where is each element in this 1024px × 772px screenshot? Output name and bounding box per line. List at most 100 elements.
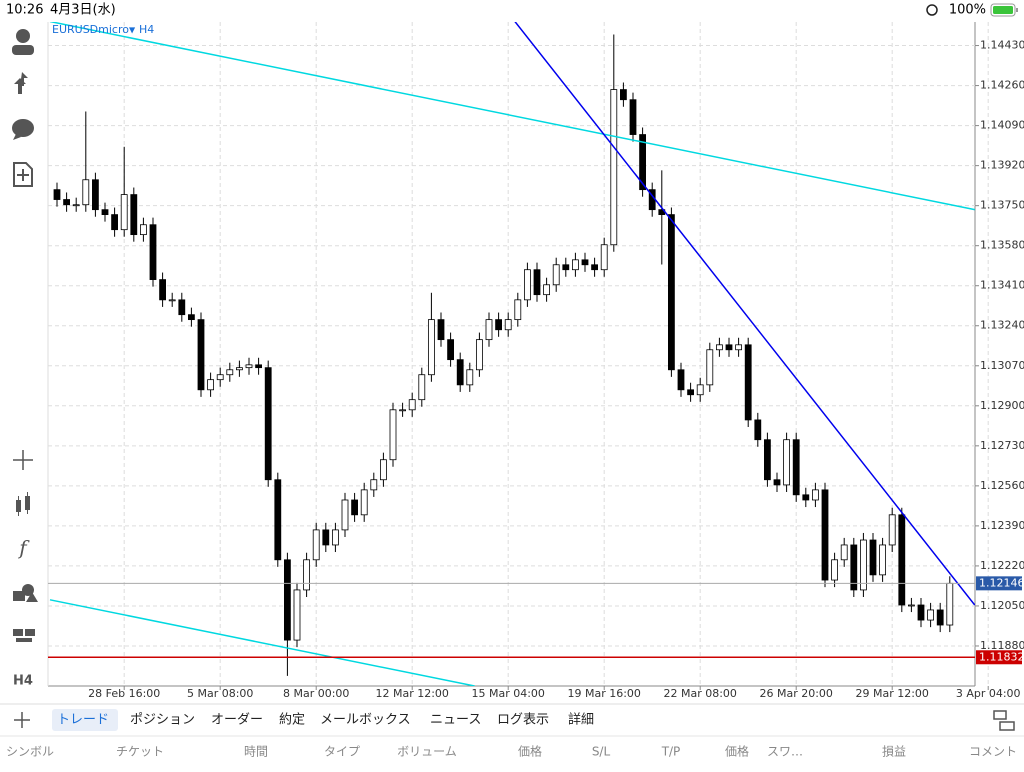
tab[interactable]: オーダー: [211, 713, 263, 728]
chat-icon[interactable]: [12, 119, 34, 140]
y-tick-label: 1.11880: [980, 639, 1024, 652]
table-header: シンボル チケット 時間 タイプ ボリューム 価格 S/L T/P 価格 スワ… 損益 コメント: [6, 744, 1017, 759]
candle-body: [139, 224, 147, 236]
x-tick-label: 19 Mar 16:00: [567, 687, 640, 700]
candle-body: [773, 479, 781, 486]
y-tick-label: 1.12050: [980, 599, 1024, 612]
candle-body: [255, 364, 263, 369]
candle-body: [831, 559, 838, 581]
candle-body: [408, 399, 416, 411]
price-label: 1.12146: [979, 576, 1024, 589]
tab[interactable]: ポジション: [130, 713, 195, 728]
x-tick-label: 22 Mar 08:00: [663, 687, 736, 700]
column-header: シンボル: [6, 745, 54, 759]
column-header: タイプ: [324, 745, 360, 759]
candle-body: [600, 244, 608, 271]
candle-body: [159, 279, 167, 301]
column-header: S/L: [592, 745, 611, 759]
candle-body: [53, 189, 61, 200]
add-button[interactable]: [14, 712, 30, 728]
candle-body: [552, 264, 560, 286]
candle-body: [792, 439, 800, 496]
tab[interactable]: ニュース: [430, 713, 481, 728]
x-tick-label: 8 Mar 00:00: [283, 687, 349, 700]
tab[interactable]: ログ表示: [497, 713, 549, 728]
price-label-bg: [976, 576, 1022, 591]
candle-body: [744, 344, 752, 421]
active-tab-bg: [52, 709, 118, 731]
y-tick-label: 1.13920: [980, 159, 1024, 172]
candle-body: [908, 604, 915, 607]
candle-body: [72, 204, 80, 207]
x-tick-label: 15 Mar 04:00: [471, 687, 544, 700]
y-tick-label: 1.12900: [980, 399, 1024, 412]
chart-symbol[interactable]: EURUSDmicro: [52, 23, 129, 36]
panel-toggle-icon[interactable]: [993, 710, 1015, 731]
column-header: チケット: [116, 745, 164, 759]
candle-body: [764, 439, 771, 481]
candle-body: [168, 299, 176, 302]
account-icon[interactable]: [12, 29, 34, 55]
candle-body: [360, 489, 368, 516]
column-header: 価格: [725, 744, 749, 759]
candle-body: [274, 479, 282, 561]
column-header: 時間: [244, 745, 268, 759]
candle-body: [860, 539, 867, 591]
candle-body: [581, 259, 589, 266]
price-label: 1.11832: [979, 650, 1024, 663]
candle-body: [197, 319, 205, 391]
price-label-bg: [976, 650, 1022, 665]
candle-body: [92, 179, 99, 211]
candle-body: [399, 409, 407, 412]
y-tick-label: 1.14090: [980, 119, 1024, 132]
candle-body: [639, 134, 646, 191]
candle-body: [936, 609, 944, 626]
layout-icon[interactable]: [13, 629, 35, 642]
x-tick-label: 12 Mar 12:00: [375, 687, 448, 700]
candle-body: [303, 559, 311, 591]
tab[interactable]: トレード: [57, 713, 109, 728]
candle-body: [812, 489, 819, 501]
candle-body: [466, 369, 474, 386]
candle-body: [351, 499, 359, 516]
new-order-icon[interactable]: [13, 162, 33, 187]
candle-body: [63, 199, 70, 206]
candle-body: [946, 582, 954, 626]
tab[interactable]: 詳細: [568, 712, 594, 728]
trend-line: [514, 22, 975, 606]
y-tick-label: 1.13580: [980, 239, 1024, 252]
candle-body: [888, 514, 896, 546]
objects-icon[interactable]: [13, 584, 38, 602]
y-tick-label: 1.12390: [980, 519, 1024, 532]
y-tick-label: 1.13240: [980, 319, 1024, 332]
candle-body: [111, 214, 118, 231]
tab[interactable]: メールボックス: [320, 713, 411, 728]
x-tick-label: 26 Mar 20:00: [759, 687, 832, 700]
y-tick-label: 1.14430: [980, 39, 1024, 52]
candle-body: [917, 604, 925, 621]
trend-line: [49, 599, 475, 686]
candle-body: [293, 589, 301, 641]
candle-body: [389, 409, 397, 461]
status-date: 4月3日(水): [50, 3, 116, 18]
candle-body: [850, 544, 858, 591]
trade-icon[interactable]: [14, 72, 28, 94]
candle-body: [187, 314, 195, 321]
symbol-dropdown-arrow[interactable]: ▼: [129, 26, 136, 35]
trend-line: [49, 22, 975, 211]
tab-bar: トレード ポジション オーダー 約定 メールボックス ニュース ログ表示 詳細: [52, 709, 594, 731]
candle-body: [927, 609, 934, 621]
crosshair-icon[interactable]: [13, 450, 33, 470]
y-tick-label: 1.13750: [980, 199, 1024, 212]
candle-body: [120, 194, 128, 231]
chart-type-icon[interactable]: [16, 492, 30, 516]
candle-body: [879, 544, 886, 576]
timeframe-button[interactable]: H4: [13, 674, 33, 689]
candle-body: [629, 99, 637, 135]
candle-body: [591, 264, 598, 271]
candle-body: [379, 459, 387, 481]
candle-body: [802, 494, 810, 501]
tab[interactable]: 約定: [279, 713, 305, 728]
candle-body: [235, 367, 243, 371]
